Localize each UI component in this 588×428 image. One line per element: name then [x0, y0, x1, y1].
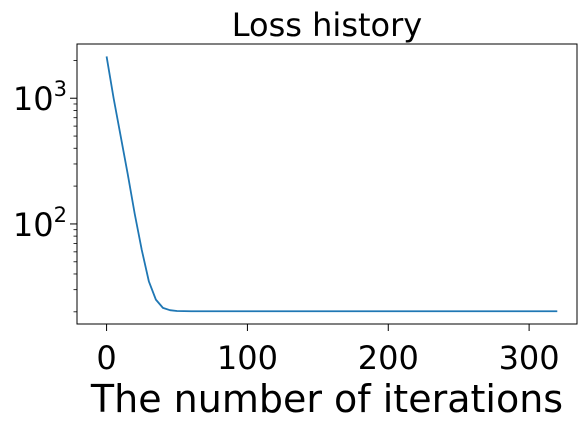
y-tick-label: 103 [13, 77, 67, 118]
x-tick-label: 200 [358, 339, 419, 377]
axes-frame [76, 43, 578, 325]
y-tick-base: 10 [13, 206, 54, 244]
x-tick-label: 300 [499, 339, 560, 377]
x-tick-label: 100 [217, 339, 278, 377]
loss-series-line [105, 56, 558, 313]
y-tick-label: 102 [13, 203, 67, 244]
x-tick-label: 0 [96, 339, 116, 377]
y-tick-base: 10 [13, 80, 54, 118]
y-tick-exponent: 3 [54, 77, 67, 101]
chart-title: Loss history [232, 6, 422, 44]
x-axis-label: The number of iterations [90, 377, 563, 421]
y-tick-exponent: 2 [54, 203, 67, 227]
